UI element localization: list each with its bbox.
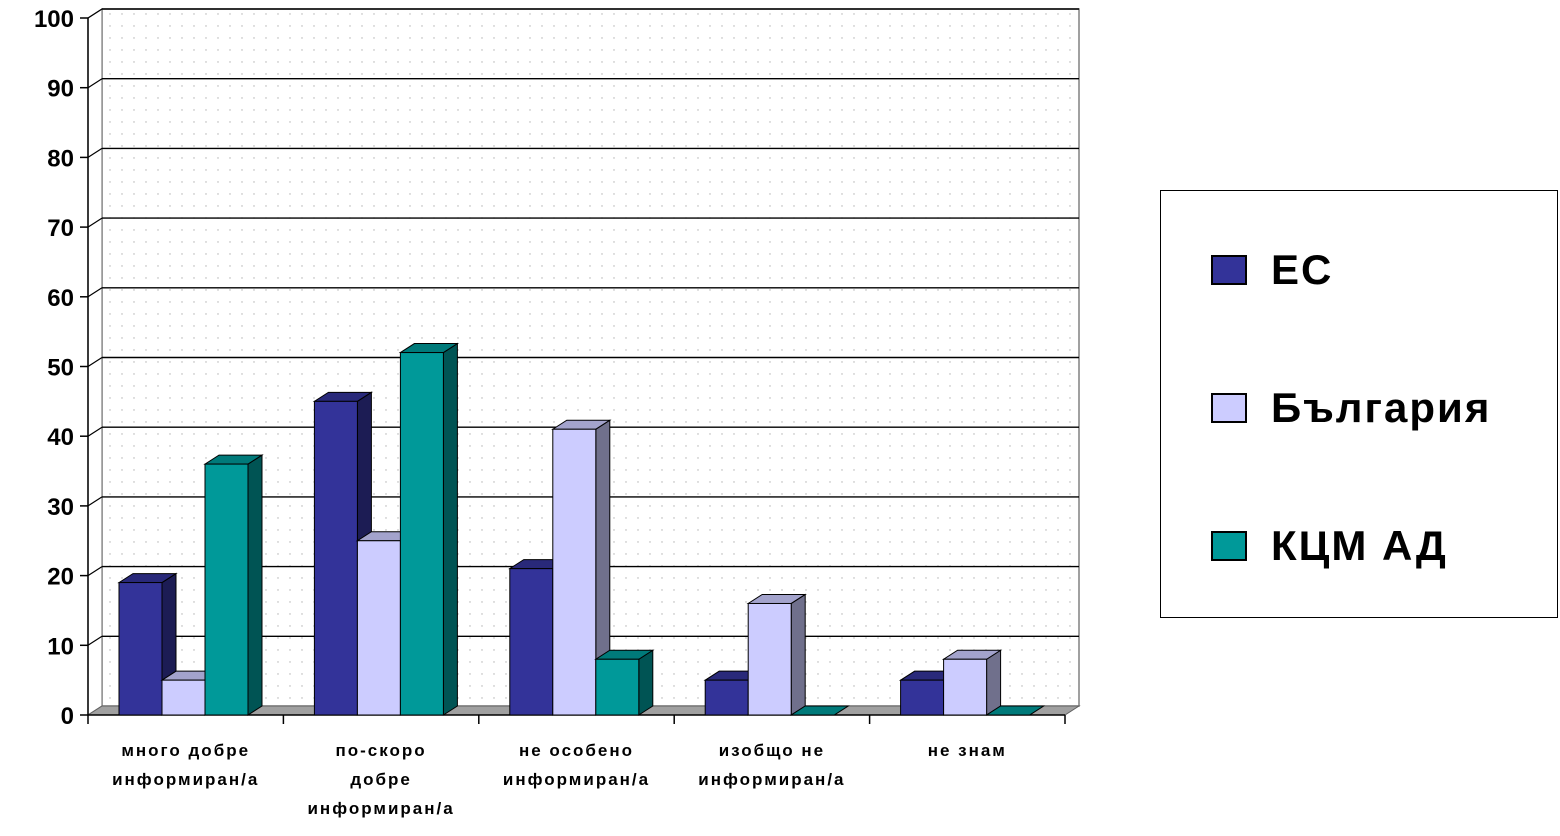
gridline-side (87, 287, 103, 298)
gridline-side (87, 8, 103, 19)
legend-item-kcm: КЦМ АД (1211, 522, 1448, 570)
y-tick-label: 10 (47, 633, 74, 660)
y-tick-label: 50 (47, 355, 74, 382)
x-tick-label: много добре информиран/а (112, 741, 259, 789)
gridline-side (87, 566, 103, 577)
y-tick-label: 80 (47, 145, 74, 172)
x-tick-label: не особено информиран/а (503, 741, 650, 789)
gridline-side (87, 217, 103, 228)
x-tick-label: не знам (928, 741, 1007, 760)
bar (941, 649, 1003, 716)
bar (984, 705, 1046, 716)
bar-chart: 0 10 20 30 40 50 60 70 80 90 100 много добре информ… (34, 6, 1081, 818)
bar (203, 454, 264, 716)
bar (594, 649, 655, 716)
gridline-side (87, 78, 103, 89)
x-tick-label: по-скоро добре информиран/а (307, 741, 454, 818)
bar (398, 342, 460, 716)
y-tick-label: 20 (47, 564, 74, 591)
gridline-side (87, 426, 103, 437)
y-tick-label: 100 (34, 6, 74, 33)
y-tick-label: 0 (61, 703, 74, 730)
y-tick-label: 90 (47, 76, 74, 103)
legend-swatch-kcm (1211, 531, 1247, 561)
legend: ЕС България КЦМ АД (1160, 190, 1558, 618)
y-tick-label: 30 (47, 494, 74, 521)
y-tick-label: 70 (47, 215, 74, 242)
y-axis-tick-labels: 0 10 20 30 40 50 60 70 80 90 100 (34, 6, 74, 730)
bars (117, 342, 1046, 716)
bar (746, 593, 807, 716)
legend-item-eu: ЕС (1211, 246, 1333, 294)
legend-swatch-bulgaria (1211, 393, 1247, 423)
legend-label-eu: ЕС (1271, 246, 1334, 293)
legend-swatch-eu (1211, 255, 1247, 285)
bar (789, 705, 850, 716)
x-tick-label: изобщо не информиран/а (698, 741, 845, 789)
bar (117, 572, 178, 716)
gridlines (87, 8, 1079, 646)
legend-item-bulgaria: България (1211, 384, 1491, 432)
bar (551, 419, 612, 716)
gridline-side (87, 147, 103, 158)
legend-label-kcm: КЦМ АД (1271, 522, 1448, 569)
x-axis-tick-labels: много добре информиран/а по-скоро добре инфо… (112, 741, 1007, 818)
y-tick-label: 60 (47, 285, 74, 312)
gridline-side (87, 496, 103, 507)
gridline-side (87, 356, 103, 368)
legend-label-bulgaria: България (1271, 384, 1492, 431)
y-tick-label: 40 (47, 424, 74, 451)
gridline-side (87, 635, 103, 646)
